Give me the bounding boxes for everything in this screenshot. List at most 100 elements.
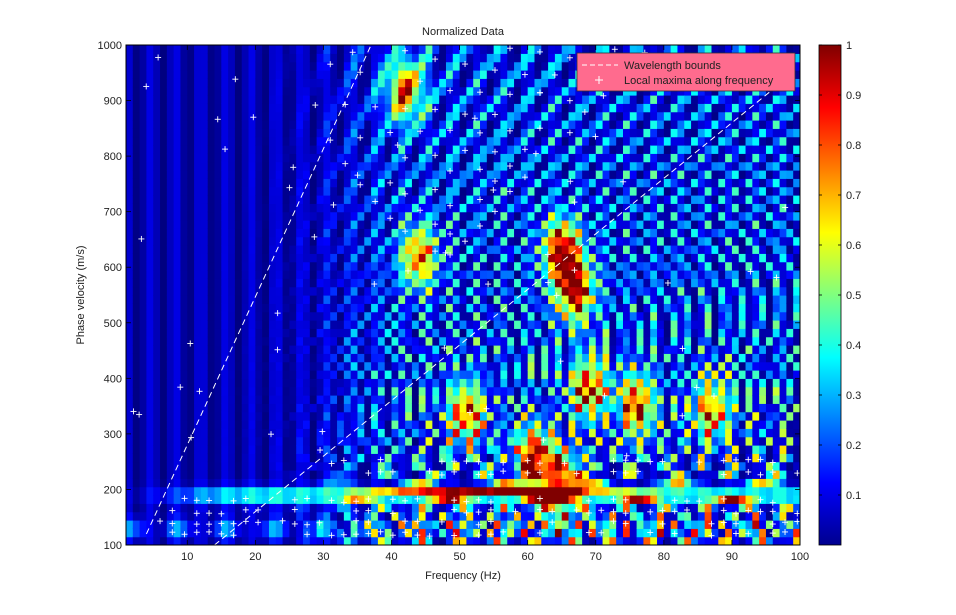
heatmap-cell [289,386,297,396]
heatmap-cell [268,170,277,179]
heatmap-cell [500,453,508,463]
heatmap-cell [473,236,481,246]
heatmap-cell [303,128,311,138]
heatmap-cell [541,128,549,138]
heatmap-cell [520,386,529,396]
heatmap-cell [337,528,345,538]
heatmap-cell [371,386,379,396]
heatmap-cell [262,220,270,229]
heatmap-cell [411,195,420,204]
heatmap-cell [316,145,325,154]
heatmap-cell [527,178,536,188]
heatmap-cell [207,378,216,388]
heatmap-cell [677,311,685,321]
heatmap-cell [234,503,243,513]
heatmap-cell [677,236,685,246]
heatmap-cell [425,495,433,504]
heatmap-cell [241,478,250,488]
heatmap-cell [500,170,508,179]
heatmap-cell [405,245,413,254]
heatmap-cell [480,503,488,513]
heatmap-cell [132,361,141,371]
heatmap-cell [418,145,427,154]
heatmap-cell [520,45,529,54]
heatmap-cell [411,278,420,288]
heatmap-cell [234,211,243,221]
heatmap-cell [357,178,365,188]
heatmap-cell [391,178,399,188]
heatmap-cell [514,220,522,229]
heatmap-cell [439,86,447,96]
heatmap-cell [480,436,488,446]
heatmap-cell [234,520,243,529]
heatmap-cell [588,286,597,296]
heatmap-cell [411,145,420,154]
heatmap-cell [575,153,583,163]
heatmap-cell [629,245,638,254]
heatmap-cell [684,445,692,454]
heatmap-cell [357,270,365,279]
heatmap-cell [568,261,576,271]
heatmap-cell [371,353,379,363]
heatmap-cell [194,253,202,263]
heatmap-cell [616,503,624,513]
heatmap-cell [405,145,413,154]
heatmap-cell [670,445,679,454]
heatmap-cell [241,211,250,221]
heatmap-cell [139,353,148,363]
heatmap-cell [139,536,148,545]
heatmap-cell [337,353,345,363]
heatmap-cell [595,111,604,121]
heatmap-cell [466,428,474,438]
heatmap-cell [255,478,263,488]
heatmap-cell [126,478,134,488]
heatmap-cell [228,153,236,163]
heatmap-cell [357,461,365,471]
heatmap-cell [548,95,556,104]
heatmap-cell [248,353,256,363]
heatmap-cell [228,195,236,204]
heatmap-cell [323,186,331,196]
heatmap-cell [289,536,297,545]
heatmap-cell [486,136,495,146]
heatmap-cell [200,45,209,54]
heatmap-cell [391,461,399,471]
heatmap-cell [357,278,365,288]
heatmap-cell [187,395,195,404]
heatmap-cell [643,461,651,471]
heatmap-cell [146,445,154,454]
heatmap-cell [323,336,331,346]
heatmap-cell [452,386,461,396]
heatmap-cell [575,336,583,346]
heatmap-cell [541,45,549,54]
heatmap-cell [391,170,399,179]
heatmap-cell [384,503,393,513]
heatmap-cell [221,170,229,179]
heatmap-cell [439,228,447,238]
heatmap-cell [643,295,651,304]
heatmap-cell [466,378,474,388]
heatmap-cell [602,211,610,221]
heatmap-cell [561,361,570,371]
heatmap-cell [486,320,495,329]
heatmap-cell [330,353,338,363]
heatmap-cell [391,45,399,54]
heatmap-cell [425,261,433,271]
heatmap-cell [234,403,243,413]
heatmap-cell [480,370,488,379]
heatmap-cell [180,78,188,88]
heatmap-cell [153,103,161,113]
heatmap-cell [241,220,250,229]
heatmap-cell [629,195,638,204]
heatmap-cell [377,470,386,479]
heatmap-cell [132,395,141,404]
heatmap-cell [337,211,345,221]
heatmap-cell [554,303,563,313]
heatmap-cell [650,378,658,388]
heatmap-cell [670,345,679,354]
heatmap-cell [207,270,216,279]
heatmap-cell [146,120,154,129]
heatmap-cell [418,470,427,479]
heatmap-cell [548,153,556,163]
heatmap-cell [657,153,665,163]
